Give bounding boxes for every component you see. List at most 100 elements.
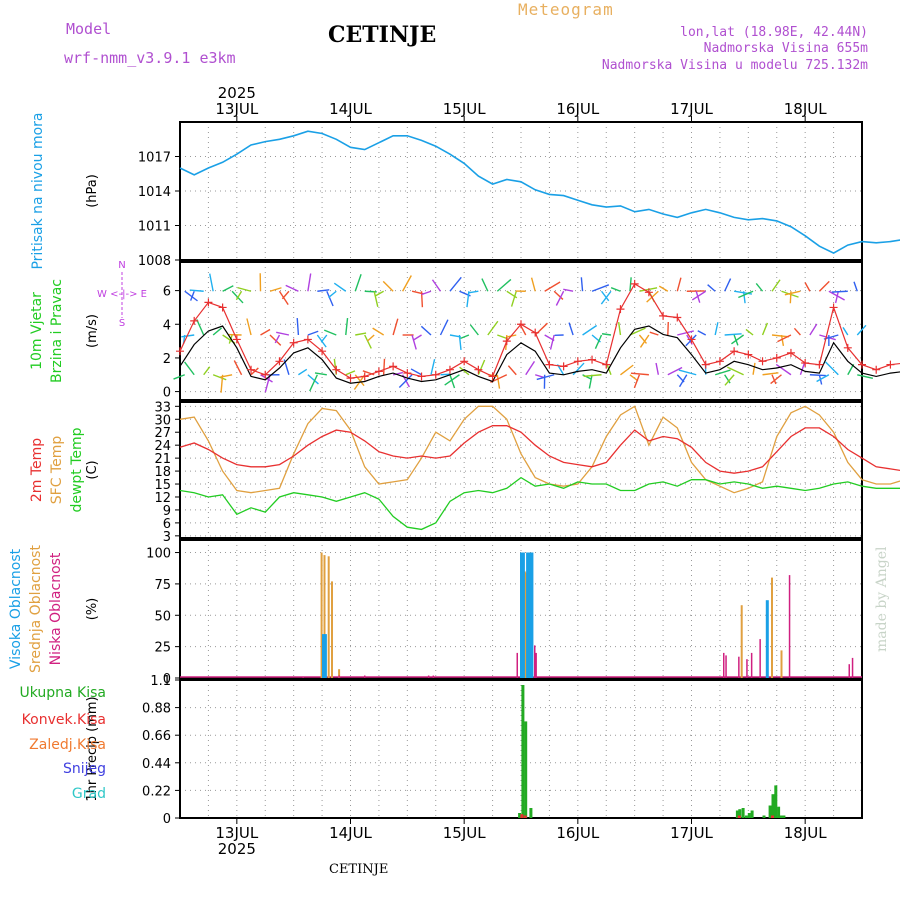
wind-arrow	[314, 372, 327, 376]
wind-gust-marker	[772, 353, 781, 362]
cloud-mid-bar	[323, 555, 326, 678]
date-label-top: 14JUL	[329, 100, 372, 118]
wind-arrow	[430, 359, 436, 375]
date-label-bottom: 15JUL	[443, 824, 486, 842]
wind-arrow	[525, 360, 536, 376]
y-unit-label: (m/s)	[85, 314, 100, 348]
wind-arrow	[421, 290, 432, 296]
cloud-mid-bar	[320, 552, 323, 678]
precip-total-bar	[529, 808, 533, 818]
y-tick-label: 0.66	[142, 729, 171, 744]
wind-arrow	[731, 334, 745, 345]
pressure-line	[179, 130, 900, 255]
wind-gust-marker	[403, 369, 412, 378]
dewpt-line	[179, 476, 900, 531]
wind-arrow	[354, 273, 362, 292]
y-tick-label: 6	[163, 285, 171, 300]
y-tick-label: 1014	[138, 185, 171, 200]
wind-arrow	[237, 286, 252, 292]
wind-arrow	[667, 366, 683, 376]
wind-arrow	[189, 289, 204, 292]
cloud-high-bar	[526, 552, 530, 678]
wind-arrow	[755, 283, 764, 292]
y-tick-label: 30	[154, 413, 171, 428]
y-tick-label: 0.88	[142, 702, 171, 717]
precip-total-bar	[735, 810, 739, 818]
wind-arrow	[777, 334, 792, 343]
wind-arrow	[610, 287, 621, 292]
wind-arrow	[212, 374, 227, 381]
wind-arrow	[646, 290, 659, 303]
wind-arrow	[678, 369, 697, 376]
wind-gust-marker	[801, 358, 810, 367]
wind-arrow	[583, 374, 602, 378]
date-label-top: 18JUL	[784, 100, 827, 118]
y-tick-label: 50	[154, 609, 171, 624]
wind-gust-marker	[417, 372, 426, 381]
wind-arrow	[269, 334, 282, 346]
wind-arrow	[449, 276, 462, 292]
precip-total-bar	[747, 813, 751, 818]
wind-arrow	[771, 279, 781, 292]
wind-arrow	[544, 281, 561, 292]
wind-arrow	[220, 374, 233, 378]
wind-arrow	[184, 361, 195, 376]
precip-total-bar	[762, 815, 766, 818]
precip-total-bar	[771, 794, 775, 818]
y-tick-label: 6	[163, 517, 171, 532]
date-label-top: 13JUL	[215, 100, 258, 118]
y-tick-label: 0.44	[142, 757, 171, 772]
cloud-high-bar	[520, 552, 523, 678]
year-label-top: 2025	[218, 84, 256, 102]
cloud-low-bar	[432, 675, 435, 678]
compass-south: S	[119, 318, 125, 329]
wind-arrow	[276, 331, 290, 336]
wind-arrow	[392, 318, 399, 336]
cloud-high-bar	[765, 600, 769, 678]
y-tick-label: 21	[154, 452, 171, 467]
wind-gust-marker	[758, 357, 767, 366]
wind-arrow	[784, 290, 801, 296]
wind-gust-marker	[218, 303, 227, 312]
wind-arrow	[818, 280, 830, 292]
wind-arrow	[601, 333, 612, 336]
cloud-low-bar	[338, 675, 340, 678]
y-unit-label: (C)	[85, 460, 100, 479]
wind-arrow	[317, 289, 330, 292]
cloud-mid-bar	[740, 605, 743, 678]
label-temp-2: dewpt Temp	[69, 427, 85, 512]
wind-arrow	[440, 373, 451, 376]
wind-arrow	[816, 374, 830, 383]
wind-arrow	[233, 360, 243, 376]
wind-arrow	[382, 280, 394, 292]
wind-arrow	[307, 374, 319, 385]
wind-arrow	[638, 334, 648, 344]
wind-gust-marker	[502, 337, 511, 346]
wind-gust-marker	[346, 374, 355, 383]
wind-gust-marker	[744, 350, 753, 359]
wind-arrow	[745, 328, 754, 336]
wind-gust-marker	[190, 316, 199, 325]
wind-gust-marker	[730, 347, 739, 356]
wind-arrow	[410, 368, 422, 376]
wind-arrow	[173, 374, 185, 380]
wind-arrow	[323, 329, 337, 336]
wind-arrow	[189, 290, 195, 301]
y-tick-label: 4	[163, 318, 171, 333]
wind-arrow	[655, 362, 660, 375]
wind-arrow	[374, 290, 384, 297]
sfc-temp-line	[179, 405, 900, 494]
wind-arrow	[411, 334, 417, 350]
wind-arrow	[536, 374, 555, 381]
label-cloud-1: Srednja Oblacnost	[28, 545, 44, 673]
t2m-line	[179, 425, 900, 474]
wind-arrow	[296, 317, 300, 336]
wind-arrow	[401, 275, 412, 292]
footer-location: CETINJE	[329, 862, 389, 877]
wind-arrow	[572, 362, 585, 376]
wind-arrow	[487, 320, 499, 336]
wind-gust-marker	[659, 311, 668, 320]
wind-arrow	[220, 374, 224, 393]
wind-gust-marker	[644, 288, 653, 297]
panel-frame	[179, 121, 863, 261]
